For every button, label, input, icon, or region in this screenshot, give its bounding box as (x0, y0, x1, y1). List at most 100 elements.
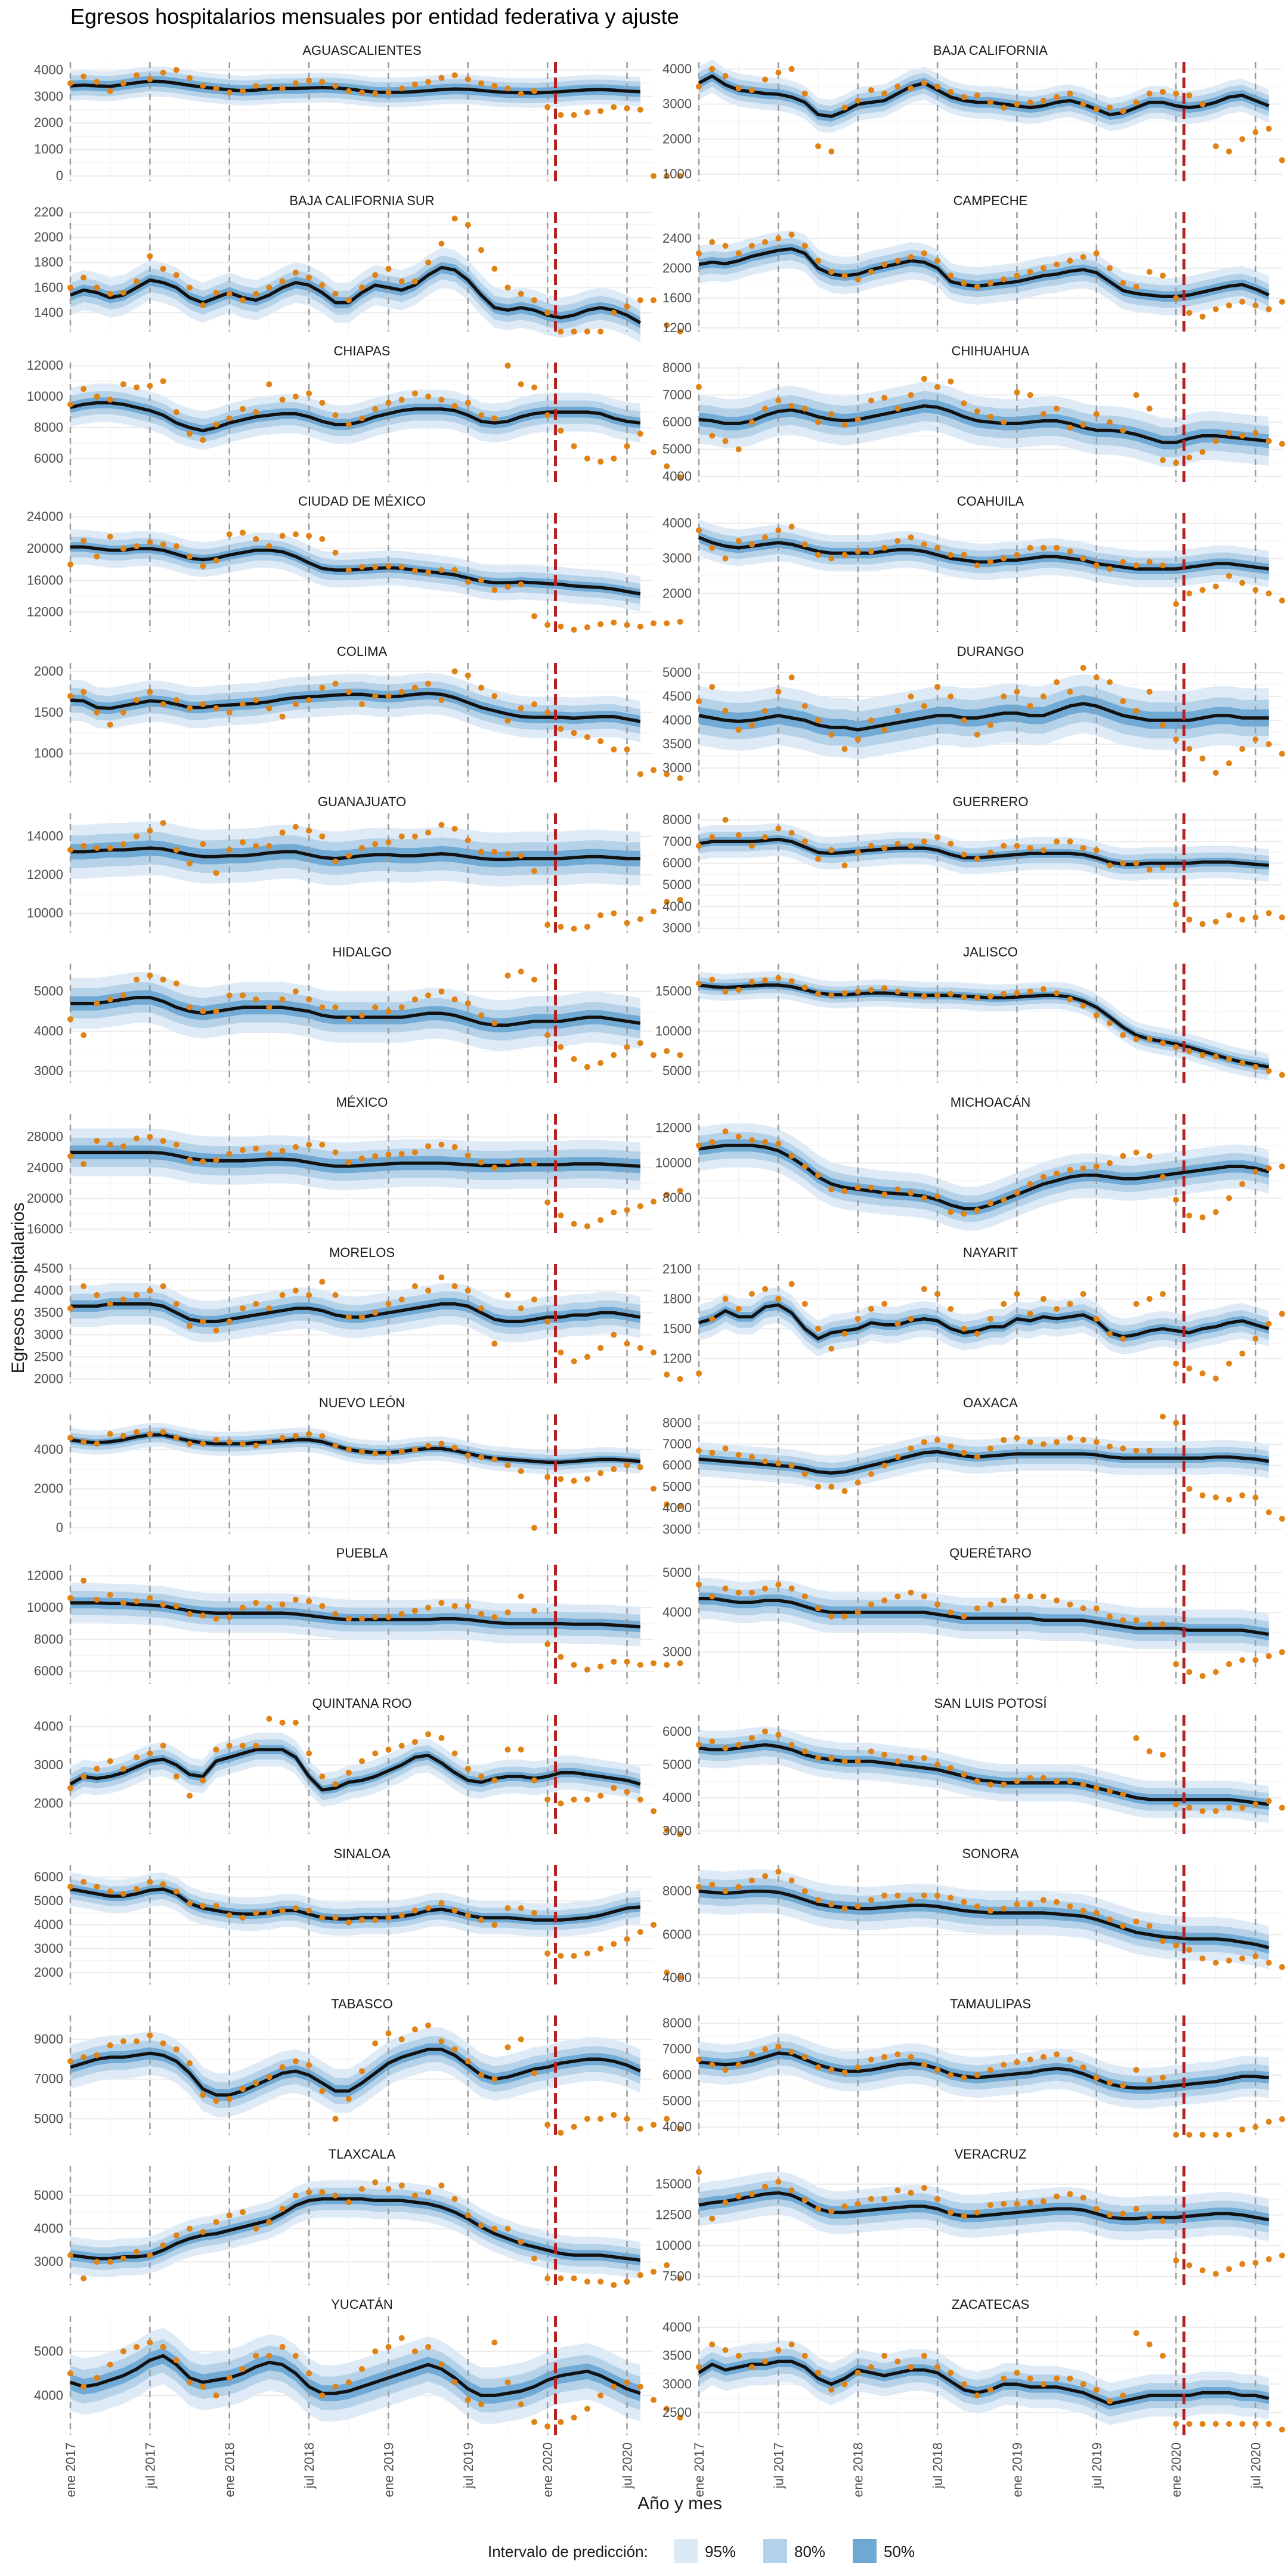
observed-point (1186, 2132, 1193, 2138)
observed-point (240, 1147, 246, 1153)
observed-point (1067, 90, 1073, 97)
observed-point (1199, 101, 1206, 107)
observed-point (147, 1879, 153, 1885)
observed-point (709, 684, 716, 690)
observed-point (1054, 1899, 1060, 1905)
y-tick-label: 2000 (662, 131, 692, 146)
observed-point (1226, 302, 1233, 309)
observed-point (762, 708, 769, 714)
observed-point (1093, 2206, 1100, 2212)
observed-point (1093, 1605, 1100, 1612)
observed-point (1279, 597, 1285, 604)
observed-point (815, 2206, 821, 2212)
panel-strip-label: JALISCO (963, 945, 1018, 959)
observed-point (80, 274, 87, 281)
observed-point (187, 553, 193, 560)
observed-point (1080, 1908, 1086, 1914)
band-95 (70, 1732, 640, 1807)
observed-point (359, 845, 365, 852)
observed-point (571, 1358, 577, 1364)
observed-point (828, 411, 835, 417)
observed-point (868, 397, 874, 404)
observed-point (1093, 2075, 1100, 2081)
observed-point (425, 1143, 432, 1150)
observed-point (677, 2275, 683, 2281)
observed-point (987, 413, 993, 420)
y-tick-label: 20000 (27, 1191, 63, 1206)
observed-point (637, 771, 643, 778)
panel-strip-label: ZACATECAS (952, 2297, 1029, 2312)
observed-point (1107, 1443, 1113, 1450)
observed-point (240, 2209, 246, 2215)
observed-point (775, 235, 782, 242)
observed-point (987, 2386, 993, 2393)
observed-point (438, 2361, 445, 2368)
observed-point (266, 1151, 273, 1157)
observed-point (894, 708, 901, 714)
observed-point (828, 2386, 835, 2393)
observed-point (1279, 299, 1285, 305)
y-tick-label: 2000 (662, 586, 692, 600)
observed-point (854, 1609, 861, 1615)
observed-point (147, 2032, 153, 2039)
observed-point (491, 1340, 498, 1347)
observed-point (134, 697, 140, 704)
y-tick-label: 7500 (662, 2269, 692, 2284)
observed-point (597, 2278, 604, 2285)
observed-point (677, 2414, 683, 2421)
observed-point (107, 290, 113, 297)
observed-point (722, 555, 729, 562)
observed-point (1067, 425, 1073, 431)
observed-point (801, 90, 808, 97)
y-tick-label: 1500 (34, 705, 63, 720)
observed-point (478, 849, 484, 855)
observed-point (1054, 990, 1060, 996)
x-tick-label: ene 2019 (1010, 2442, 1024, 2497)
observed-point (94, 1884, 100, 1890)
y-tick-label: 5000 (34, 1893, 63, 1908)
observed-point (664, 322, 670, 329)
observed-point (1146, 1447, 1153, 1454)
observed-point (80, 1160, 87, 1167)
observed-point (411, 1447, 418, 1453)
observed-point (1093, 106, 1100, 113)
observed-point (1279, 914, 1285, 921)
observed-point (1027, 1181, 1033, 1187)
observed-point (748, 243, 755, 249)
observed-point (319, 282, 326, 289)
observed-point (1146, 1621, 1153, 1627)
observed-point (332, 1611, 339, 1617)
observed-point (1146, 866, 1153, 873)
observed-point (187, 2225, 193, 2232)
legend-label: 80% (794, 2543, 825, 2560)
observed-point (200, 2229, 206, 2236)
observed-point (411, 278, 418, 284)
observed-point (332, 1004, 339, 1011)
observed-point (637, 107, 643, 113)
observed-point (815, 1172, 821, 1178)
observed-point (411, 1739, 418, 1745)
observed-point (1133, 392, 1140, 398)
observed-point (173, 1603, 179, 1609)
observed-point (173, 67, 179, 73)
panel-strip-label: COLIMA (337, 644, 388, 659)
observed-point (696, 1142, 702, 1148)
y-tick-label: 6000 (34, 451, 63, 466)
observed-point (173, 1773, 179, 1780)
observed-point (881, 1462, 888, 1469)
observed-point (1080, 254, 1086, 260)
observed-point (518, 1747, 524, 1753)
fit-line (698, 1743, 1270, 1806)
observed-point (1133, 1447, 1140, 1454)
observed-point (762, 1286, 769, 1292)
observed-point (279, 996, 286, 1002)
observed-point (584, 2116, 590, 2122)
observed-point (775, 2044, 782, 2050)
observed-point (788, 2187, 795, 2194)
observed-point (921, 1195, 927, 1202)
observed-point (801, 838, 808, 845)
observed-point (200, 701, 206, 707)
